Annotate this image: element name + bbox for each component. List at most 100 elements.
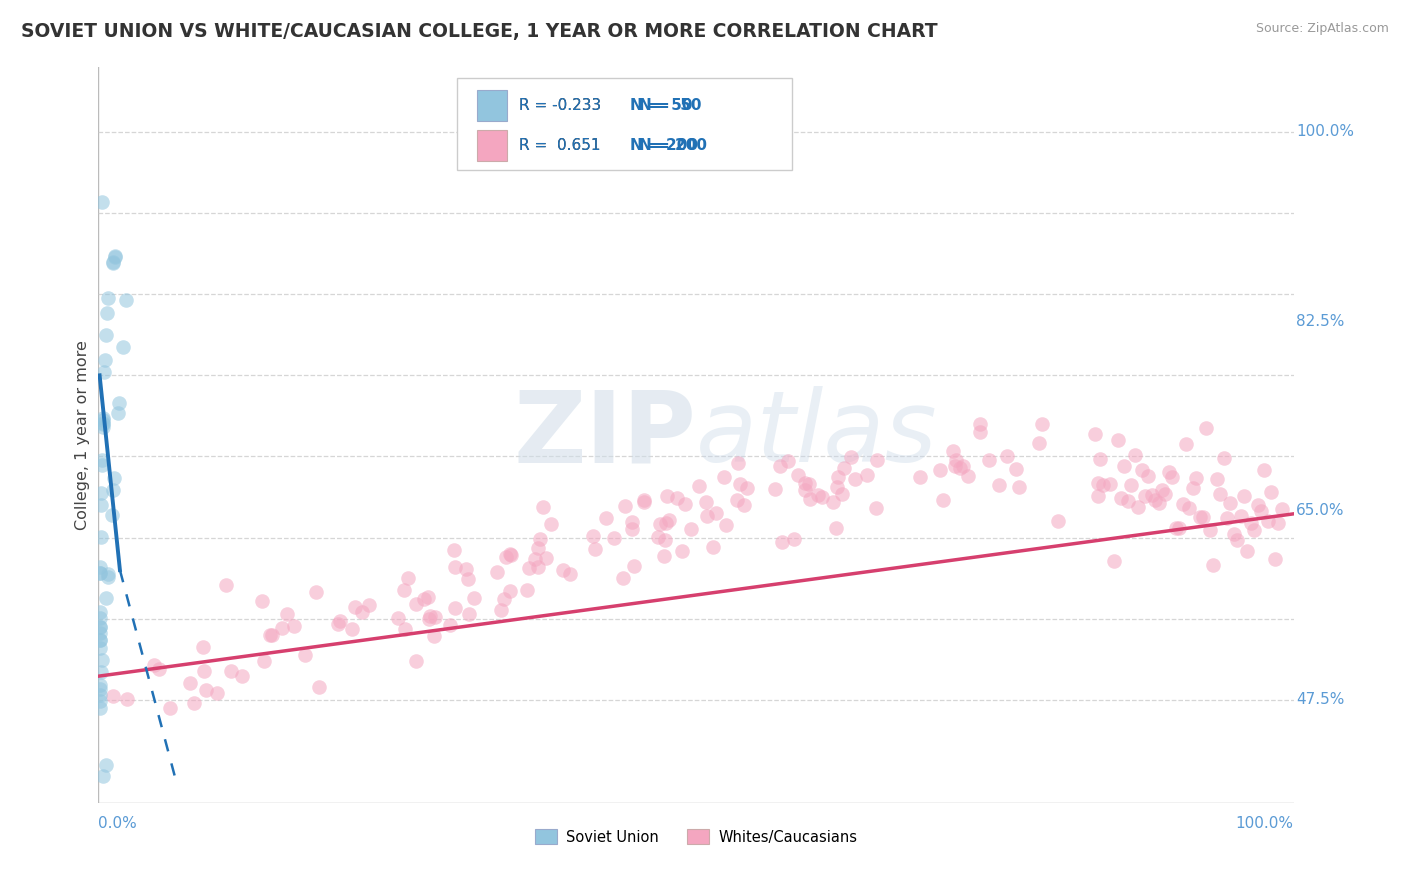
- Point: [89, 700, 111, 714]
- Point: [457, 572, 479, 586]
- Point: [1260, 484, 1282, 499]
- Point: [1157, 465, 1180, 479]
- Point: [405, 597, 427, 611]
- Point: [96, 570, 118, 584]
- Point: [89, 633, 111, 648]
- Point: [695, 495, 717, 509]
- Point: [103, 471, 125, 485]
- Text: N = 200: N = 200: [630, 138, 699, 153]
- Point: [90, 665, 112, 679]
- Point: [443, 543, 465, 558]
- Point: [326, 617, 349, 632]
- Point: [1257, 514, 1279, 528]
- Point: [825, 480, 848, 494]
- Point: [995, 449, 1018, 463]
- Point: [97, 291, 120, 305]
- Point: [111, 340, 134, 354]
- Point: [91, 769, 114, 783]
- Point: [91, 653, 114, 667]
- Point: [931, 492, 953, 507]
- Point: [250, 594, 273, 608]
- Point: [1028, 435, 1050, 450]
- Point: [195, 682, 218, 697]
- Point: [531, 500, 554, 514]
- Point: [114, 293, 136, 308]
- Text: 0.0%: 0.0%: [98, 816, 138, 830]
- Point: [499, 584, 522, 599]
- Point: [1109, 491, 1132, 505]
- Point: [1247, 498, 1270, 512]
- Point: [529, 532, 551, 546]
- Point: [595, 511, 617, 525]
- Point: [444, 560, 467, 574]
- Point: [94, 758, 117, 772]
- Point: [412, 591, 434, 606]
- Point: [797, 477, 820, 491]
- Point: [534, 551, 557, 566]
- Point: [621, 515, 644, 529]
- Point: [495, 549, 517, 564]
- Point: [271, 621, 294, 635]
- Point: [1253, 463, 1275, 477]
- Point: [704, 506, 727, 520]
- Point: [1271, 502, 1294, 516]
- Point: [439, 618, 461, 632]
- Point: [527, 541, 550, 555]
- Point: [949, 460, 972, 475]
- Text: atlas: atlas: [696, 386, 938, 483]
- Point: [90, 458, 112, 472]
- Point: [492, 592, 515, 607]
- Point: [770, 534, 793, 549]
- Point: [90, 498, 112, 512]
- Point: [89, 681, 111, 696]
- Point: [776, 454, 799, 468]
- Point: [655, 516, 678, 530]
- Point: [1088, 452, 1111, 467]
- Point: [93, 365, 115, 379]
- Point: [191, 640, 214, 654]
- Point: [422, 630, 444, 644]
- Point: [1243, 523, 1265, 537]
- Point: [340, 622, 363, 636]
- Point: [103, 251, 125, 265]
- Point: [89, 633, 111, 648]
- Text: 47.5%: 47.5%: [1296, 692, 1344, 707]
- Point: [183, 696, 205, 710]
- Point: [1137, 468, 1160, 483]
- Point: [1185, 471, 1208, 485]
- Point: [652, 549, 675, 563]
- Point: [394, 622, 416, 636]
- Point: [1154, 487, 1177, 501]
- Point: [419, 609, 441, 624]
- Point: [89, 619, 111, 633]
- Point: [517, 561, 540, 575]
- Point: [97, 566, 120, 581]
- Point: [1008, 480, 1031, 494]
- Point: [1192, 509, 1215, 524]
- Point: [1240, 516, 1263, 531]
- Point: [524, 552, 547, 566]
- Text: 100.0%: 100.0%: [1296, 124, 1354, 139]
- Point: [969, 425, 991, 440]
- Text: SOVIET UNION VS WHITE/CAUCASIAN COLLEGE, 1 YEAR OR MORE CORRELATION CHART: SOVIET UNION VS WHITE/CAUCASIAN COLLEGE,…: [21, 22, 938, 41]
- Point: [91, 420, 114, 434]
- Point: [1140, 488, 1163, 502]
- Point: [671, 544, 693, 558]
- Point: [839, 450, 862, 465]
- Point: [96, 306, 118, 320]
- Point: [1164, 521, 1187, 535]
- Point: [305, 585, 328, 599]
- Point: [89, 688, 111, 702]
- Point: [540, 516, 562, 531]
- Point: [100, 508, 122, 522]
- Point: [783, 532, 806, 546]
- Point: [558, 567, 581, 582]
- Point: [824, 521, 846, 535]
- Point: [1236, 543, 1258, 558]
- Point: [89, 641, 111, 656]
- Point: [654, 533, 676, 547]
- Point: [865, 501, 887, 516]
- Point: [387, 611, 409, 625]
- Point: [193, 664, 215, 678]
- Point: [91, 452, 114, 467]
